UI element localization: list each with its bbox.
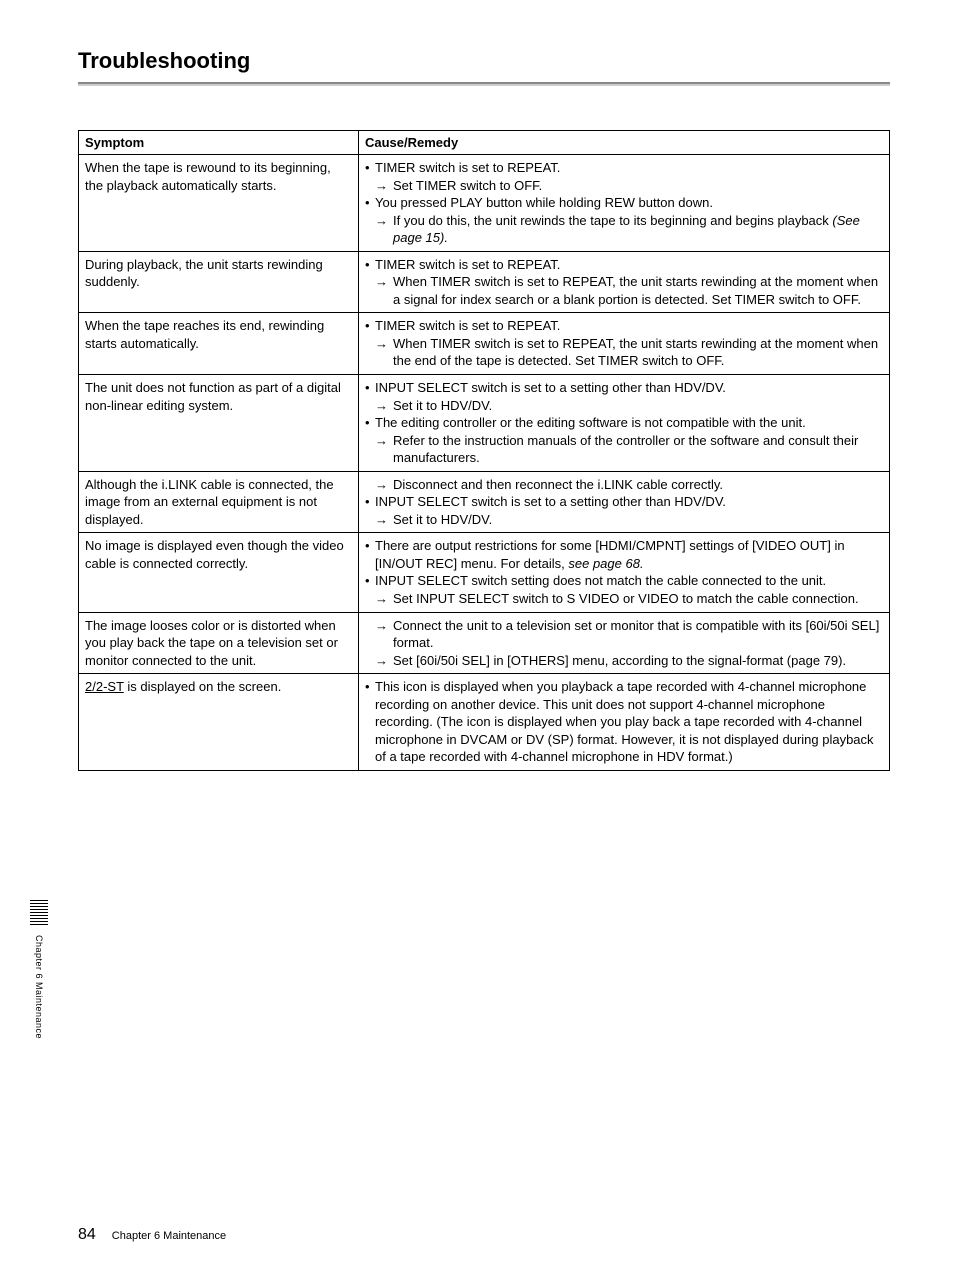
page-ref: see page 68. [568, 556, 643, 571]
bullet-list: INPUT SELECT switch is set to a setting … [365, 379, 883, 397]
remedy-item: This icon is displayed when you playback… [365, 678, 883, 766]
remedy-item: There are output restrictions for some [… [365, 537, 883, 572]
arrow-list: Disconnect and then reconnect the i.LINK… [365, 476, 883, 494]
arrow-list: Refer to the instruction manuals of the … [365, 432, 883, 467]
table-header-row: Symptom Cause/Remedy [79, 131, 890, 155]
remedy-item: INPUT SELECT switch setting does not mat… [365, 572, 883, 590]
remedy-cell: TIMER switch is set to REPEAT.Set TIMER … [359, 155, 890, 252]
icon-label: 2/2-ST [85, 679, 124, 694]
page-title: Troubleshooting [78, 48, 890, 74]
remedy-item: The editing controller or the editing so… [365, 414, 883, 432]
bullet-list: TIMER switch is set to REPEAT. [365, 159, 883, 177]
remedy-item: Set INPUT SELECT switch to S VIDEO or VI… [365, 590, 883, 608]
symptom-cell: Although the i.LINK cable is connected, … [79, 471, 359, 533]
sidebar-tab: Chapter 6 Maintenance [30, 900, 48, 1039]
arrow-list: Set it to HDV/DV. [365, 397, 883, 415]
table-row: The unit does not function as part of a … [79, 375, 890, 472]
arrow-list: Set TIMER switch to OFF. [365, 177, 883, 195]
arrow-list: Set it to HDV/DV. [365, 511, 883, 529]
sidebar-chapter-label: Chapter 6 Maintenance [34, 935, 44, 1039]
bullet-list: TIMER switch is set to REPEAT. [365, 317, 883, 335]
remedy-item: TIMER switch is set to REPEAT. [365, 317, 883, 335]
col-header-symptom: Symptom [79, 131, 359, 155]
remedy-cell: Disconnect and then reconnect the i.LINK… [359, 471, 890, 533]
bullet-list: The editing controller or the editing so… [365, 414, 883, 432]
symptom-cell: When the tape reaches its end, rewinding… [79, 313, 359, 375]
bullet-list: This icon is displayed when you playback… [365, 678, 883, 766]
arrow-list: If you do this, the unit rewinds the tap… [365, 212, 883, 247]
remedy-item: Set TIMER switch to OFF. [365, 177, 883, 195]
remedy-item: Set [60i/50i SEL] in [OTHERS] menu, acco… [365, 652, 883, 670]
bullet-list: You pressed PLAY button while holding RE… [365, 194, 883, 212]
remedy-item: INPUT SELECT switch is set to a setting … [365, 493, 883, 511]
remedy-item: Set it to HDV/DV. [365, 511, 883, 529]
remedy-item: Disconnect and then reconnect the i.LINK… [365, 476, 883, 494]
symptom-cell: The image looses color or is distorted w… [79, 612, 359, 674]
table-row: 2/2-ST is displayed on the screen.This i… [79, 674, 890, 771]
table-row: Although the i.LINK cable is connected, … [79, 471, 890, 533]
remedy-cell: TIMER switch is set to REPEAT.When TIMER… [359, 251, 890, 313]
symptom-cell: During playback, the unit starts rewindi… [79, 251, 359, 313]
remedy-cell: TIMER switch is set to REPEAT.When TIMER… [359, 313, 890, 375]
bullet-list: TIMER switch is set to REPEAT. [365, 256, 883, 274]
symptom-cell: The unit does not function as part of a … [79, 375, 359, 472]
remedy-item: TIMER switch is set to REPEAT. [365, 256, 883, 274]
page-number: 84 [78, 1226, 96, 1244]
remedy-cell: This icon is displayed when you playback… [359, 674, 890, 771]
symptom-cell: 2/2-ST is displayed on the screen. [79, 674, 359, 771]
arrow-list: Set INPUT SELECT switch to S VIDEO or VI… [365, 590, 883, 608]
remedy-item: Connect the unit to a television set or … [365, 617, 883, 652]
remedy-item: TIMER switch is set to REPEAT. [365, 159, 883, 177]
remedy-cell: There are output restrictions for some [… [359, 533, 890, 612]
page: Troubleshooting Symptom Cause/Remedy Whe… [0, 0, 954, 1274]
remedy-item: When TIMER switch is set to REPEAT, the … [365, 335, 883, 370]
table-body: When the tape is rewound to its beginnin… [79, 155, 890, 771]
col-header-remedy: Cause/Remedy [359, 131, 890, 155]
remedy-cell: INPUT SELECT switch is set to a setting … [359, 375, 890, 472]
table-row: When the tape reaches its end, rewinding… [79, 313, 890, 375]
sidebar-bars-icon [30, 900, 48, 925]
bullet-list: There are output restrictions for some [… [365, 537, 883, 590]
remedy-item: INPUT SELECT switch is set to a setting … [365, 379, 883, 397]
page-ref: (See page 15). [393, 213, 860, 246]
remedy-item: Refer to the instruction manuals of the … [365, 432, 883, 467]
arrow-list: When TIMER switch is set to REPEAT, the … [365, 273, 883, 308]
page-footer: 84 Chapter 6 Maintenance [78, 1226, 226, 1244]
remedy-item: You pressed PLAY button while holding RE… [365, 194, 883, 212]
remedy-item: Set it to HDV/DV. [365, 397, 883, 415]
table-row: The image looses color or is distorted w… [79, 612, 890, 674]
table-row: No image is displayed even though the vi… [79, 533, 890, 612]
symptom-cell: When the tape is rewound to its beginnin… [79, 155, 359, 252]
troubleshooting-table: Symptom Cause/Remedy When the tape is re… [78, 130, 890, 771]
arrow-list: Connect the unit to a television set or … [365, 617, 883, 670]
table-row: When the tape is rewound to its beginnin… [79, 155, 890, 252]
remedy-item: When TIMER switch is set to REPEAT, the … [365, 273, 883, 308]
bullet-list: INPUT SELECT switch is set to a setting … [365, 493, 883, 511]
remedy-item: If you do this, the unit rewinds the tap… [365, 212, 883, 247]
remedy-cell: Connect the unit to a television set or … [359, 612, 890, 674]
title-rule [78, 82, 890, 86]
footer-chapter-text: Chapter 6 Maintenance [112, 1230, 226, 1242]
arrow-list: When TIMER switch is set to REPEAT, the … [365, 335, 883, 370]
table-row: During playback, the unit starts rewindi… [79, 251, 890, 313]
symptom-cell: No image is displayed even though the vi… [79, 533, 359, 612]
